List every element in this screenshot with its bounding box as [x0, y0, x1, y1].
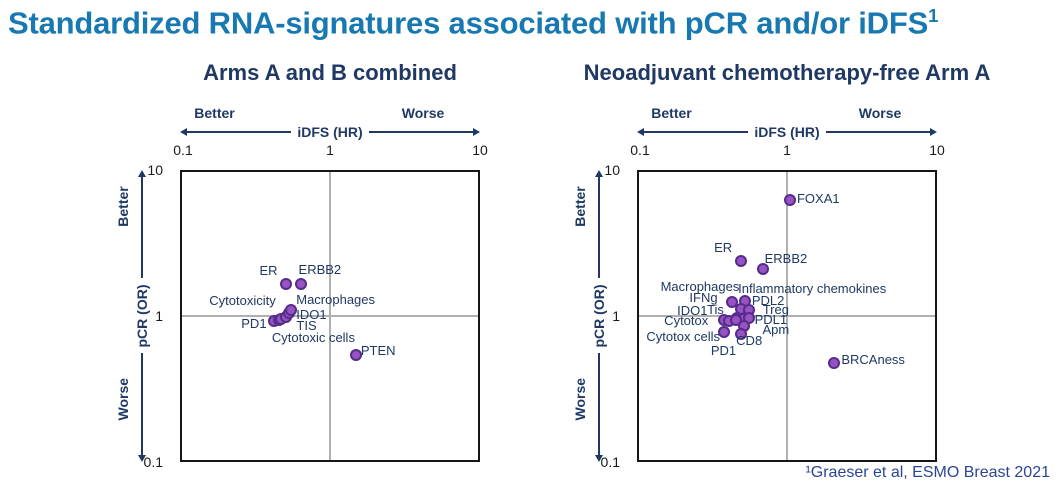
data-point-brcaness: [828, 357, 841, 370]
data-point-label-cd8: CD8: [736, 332, 763, 348]
x-tick-0-1: 0.1: [630, 142, 650, 158]
slide-title-superscript: 1: [928, 5, 939, 26]
data-point-label-cytotoxicity: Cytotoxicity: [209, 292, 276, 308]
x-tick-0-1: 0.1: [173, 142, 193, 158]
x-axis-title: iDFS (HR): [754, 124, 820, 140]
data-point-label-apm: Apm: [762, 321, 790, 337]
gridline-y1-horizontal: [182, 315, 478, 317]
arrowhead-left-icon: [180, 128, 187, 136]
data-point-label-pdl2: PDL2: [751, 292, 785, 308]
slide-title-text: Standardized RNA-signatures associated w…: [8, 5, 929, 41]
chart-panel-combined: Arms A and B combined Better Worse iDFS …: [115, 58, 540, 478]
x-axis-ticks: 0.1 1 10: [630, 140, 945, 158]
data-point-label-er: ER: [714, 239, 733, 255]
data-point-label-treg: Treg: [762, 302, 789, 318]
y-tick-1: 1: [155, 308, 163, 324]
data-point-foxa1: [784, 194, 797, 206]
data-point-label-cytotoxic-cells: Cytotoxic cells: [271, 330, 355, 346]
data-point-label-er: ER: [259, 262, 278, 278]
y-axis-better-label: Better: [115, 186, 131, 227]
data-point-label-brcaness: BRCAness: [841, 352, 905, 368]
panel-title-arm-a: Neoadjuvant chemotherapy-free Arm A: [583, 60, 991, 85]
plot-area-arm-a: FOXA1 ER ERBB2 IFNg PDL2 Inflammatory chemoki…: [637, 170, 937, 462]
y-tick-0-1: 0.1: [600, 454, 620, 470]
data-point-label-inflammatory-chemokines: Inflammatory chemokines: [738, 280, 887, 296]
x-tick-10: 10: [472, 142, 488, 158]
gridline-y1-horizontal: [639, 315, 935, 317]
y-tick-1: 1: [612, 308, 620, 324]
data-point-label-pten: PTEN: [360, 342, 396, 358]
x-axis-ticks: 0.1 1 10: [173, 140, 488, 158]
arrowhead-right-icon: [930, 128, 938, 136]
data-point-label-ido1: IDO1: [296, 306, 327, 322]
y-tick-10: 10: [147, 162, 163, 178]
x-axis-title: iDFS (HR): [297, 124, 363, 140]
x-axis: Better Worse iDFS (HR) 0.1 1 10: [173, 104, 488, 158]
data-point-label-pdl1: PDL1: [754, 311, 788, 327]
y-axis-worse-label: Worse: [115, 377, 131, 421]
data-point-label-macrophages: Macrophages: [296, 292, 376, 308]
data-point-label-pd1: PD1: [710, 342, 737, 358]
chart-panel-arm-a: Neoadjuvant chemotherapy-free Arm A Bett…: [572, 58, 997, 478]
data-point-label-ifng: IFNg: [689, 289, 718, 305]
x-axis-arrow: iDFS (HR): [180, 124, 481, 140]
data-point-label-foxa1: FOXA1: [796, 190, 840, 206]
x-axis-better-label: Better: [194, 105, 235, 121]
footnote-citation: ¹Graeser et al, ESMO Breast 2021: [805, 464, 1050, 481]
slide-title: Standardized RNA-signatures associated w…: [8, 5, 1058, 41]
data-point-label-pd1: PD1: [241, 316, 267, 332]
x-tick-1: 1: [783, 142, 791, 158]
data-point-cytotox-cells: [718, 326, 731, 339]
data-point-erbb2: [756, 262, 769, 275]
panel-title-combined: Arms A and B combined: [203, 60, 457, 85]
x-tick-10: 10: [929, 142, 945, 158]
x-axis-direction-labels: Better Worse: [180, 104, 480, 124]
arrowhead-left-icon: [637, 128, 644, 136]
data-point-cd8: [735, 327, 748, 340]
data-point-label-tis: Tis: [707, 302, 724, 318]
x-axis-better-label: Better: [651, 105, 692, 121]
data-point-label-cytotox: Cytotox: [664, 312, 709, 328]
data-point-label-erbb2: ERBB2: [764, 250, 808, 266]
y-tick-0-1: 0.1: [143, 454, 163, 470]
y-axis-better-label: Better: [572, 186, 588, 227]
data-point-erbb2: [294, 277, 307, 290]
arrowhead-right-icon: [473, 128, 481, 136]
plot-area-combined: ER ERBB2 PD1 Cytotoxicity Cytotoxic cells TIS…: [180, 170, 480, 462]
data-point-label-erbb2: ERBB2: [298, 261, 342, 277]
x-axis-worse-label: Worse: [401, 105, 445, 121]
x-tick-1: 1: [326, 142, 334, 158]
x-axis-direction-labels: Better Worse: [637, 104, 937, 124]
x-axis-arrow: iDFS (HR): [637, 124, 938, 140]
data-point-macrophages: [284, 304, 297, 317]
data-point-label-tis: TIS: [296, 317, 317, 333]
data-point-pten: [350, 348, 363, 361]
data-point-er: [279, 277, 292, 290]
data-point-label-ido1: IDO1: [677, 303, 708, 319]
y-tick-10: 10: [604, 162, 620, 178]
x-axis: Better Worse iDFS (HR) 0.1 1 10: [630, 104, 945, 158]
data-point-label-cytotox-cells: Cytotox cells: [646, 328, 721, 344]
x-axis-worse-label: Worse: [858, 105, 902, 121]
data-point-er: [735, 254, 748, 267]
data-point-label-macrophages: Macrophages: [660, 278, 740, 294]
y-axis-worse-label: Worse: [572, 377, 588, 421]
